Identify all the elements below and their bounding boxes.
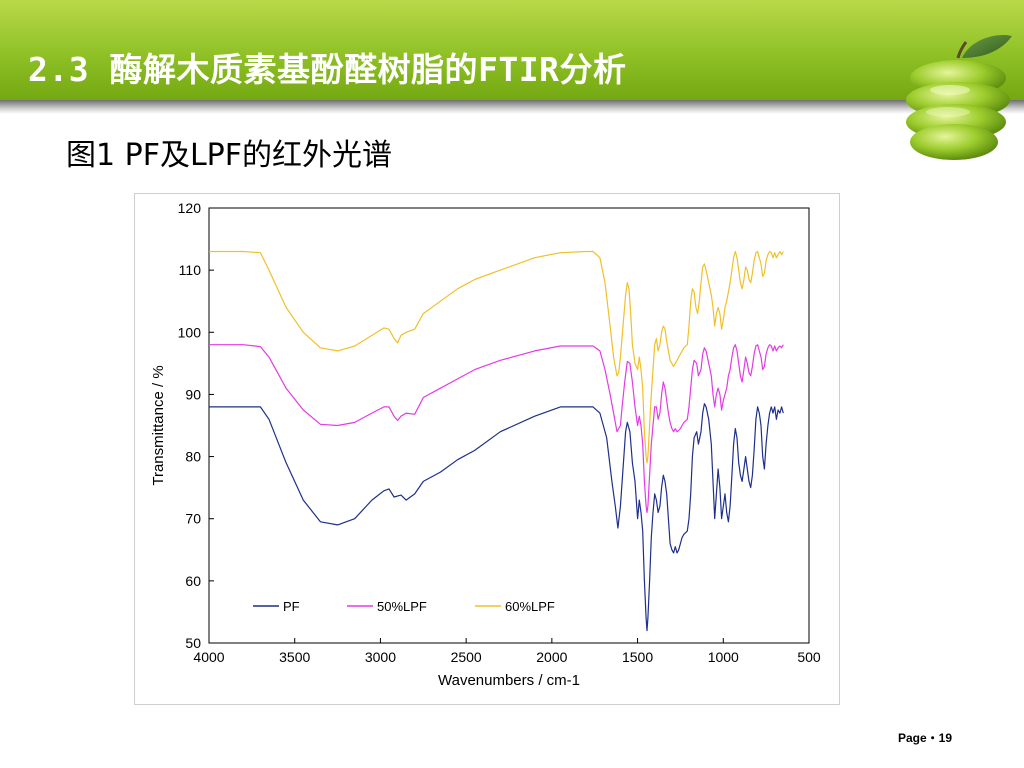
series-line-60pctlpf xyxy=(209,250,784,464)
series-line-pf xyxy=(209,403,784,632)
plot-area-border xyxy=(208,207,810,644)
x-tick-label: 4000 xyxy=(193,649,224,665)
x-axis-label: Wavenumbers / cm-1 xyxy=(438,672,580,689)
x-tick-label: 1500 xyxy=(622,649,653,665)
header-shadow xyxy=(0,100,1024,114)
y-axis-label: Transmittance / % xyxy=(150,365,167,485)
slide-title: 2.3 酶解木质素基酚醛树脂的FTIR分析 xyxy=(28,50,627,89)
y-tick-label: 70 xyxy=(185,511,201,527)
y-tick-label: 100 xyxy=(178,324,202,340)
slide-header-band xyxy=(0,0,1024,100)
x-tick-label: 1000 xyxy=(708,649,739,665)
x-tick-label: 3500 xyxy=(279,649,310,665)
x-tick-label: 3000 xyxy=(365,649,396,665)
legend-label: PF xyxy=(283,599,300,614)
x-tick-label: 2500 xyxy=(451,649,482,665)
y-tick-label: 110 xyxy=(179,262,202,278)
legend-label: 60%LPF xyxy=(505,599,555,614)
x-tick-label: 500 xyxy=(797,649,821,665)
y-tick-label: 50 xyxy=(185,635,201,651)
y-tick-label: 120 xyxy=(178,200,202,216)
y-tick-label: 80 xyxy=(185,449,201,465)
chart-frame: 4000 3500 3000 2500 2000 1500 1000 500 50 60 70 80 9… xyxy=(134,193,840,705)
page-number: Page・19 xyxy=(898,731,953,745)
series-line-50pctlpf xyxy=(209,344,784,514)
figure-caption: 图1 PF及LPF的红外光谱 xyxy=(66,138,393,173)
legend-label: 50%LPF xyxy=(377,599,427,614)
ftir-chart: 4000 3500 3000 2500 2000 1500 1000 500 50 60 70 80 9… xyxy=(150,200,821,689)
y-tick-label: 60 xyxy=(185,573,201,589)
y-tick-label: 90 xyxy=(185,386,201,402)
x-tick-label: 2000 xyxy=(536,649,567,665)
green-apple-icon xyxy=(906,34,1012,160)
